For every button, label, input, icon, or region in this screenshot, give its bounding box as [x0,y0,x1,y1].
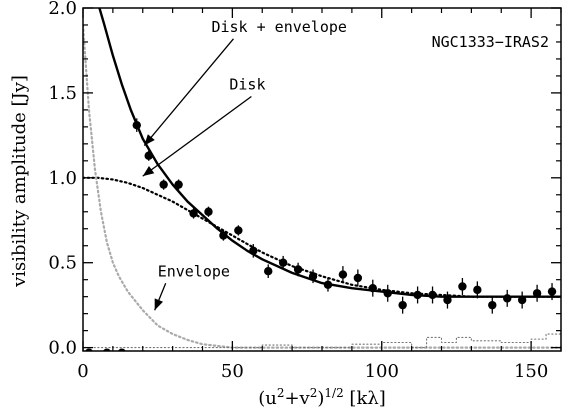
annotation-arrow-head [142,165,155,177]
x-tick-label: 0 [77,361,88,382]
envelope-curve [83,23,561,349]
labels-layer: 0 50 100 150 0.0 0.5 1.0 1.5 2.0 Disk + envelope D… [48,0,548,382]
data-point [488,300,497,310]
data-point [338,270,348,279]
data-point [132,120,141,130]
x-axis-title-close: ) [317,388,324,409]
annotation-arrow-head [154,298,164,311]
data-point [144,151,153,160]
annotation-arrow-head [144,134,155,146]
data-point [398,300,407,310]
y-tick-label: 2.0 [48,0,77,19]
chart-title: NGC1333−IRAS2 [432,33,549,51]
annotation-arrow-line [142,95,252,177]
data-point [368,283,377,293]
data-point [308,272,318,281]
data-point [428,290,437,300]
disk-curve [83,176,561,298]
data-point [353,273,363,283]
data-point [219,231,228,240]
y-tick-label: 0.5 [48,253,77,274]
data-point [278,258,288,267]
annotation-arrow-line [143,38,234,146]
data-point [532,289,542,298]
data-point [383,289,392,298]
x-axis-title: (u2+v2)1/2 [kλ] [258,386,386,409]
data-point [458,282,467,291]
y-tick-label: 0.0 [48,338,77,359]
ticks-layer [82,7,562,351]
data-point [413,290,422,300]
data-point [293,265,303,274]
data-point [547,287,557,296]
annotation-envelope: Envelope [158,262,230,280]
x-axis-title-sup3: 1/2 [324,386,343,400]
data-point [249,246,258,256]
y-axis-title: visibility amplitude [Jy] [9,75,30,288]
x-axis-title-sup2: 2 [310,386,318,400]
x-tick-label: 50 [221,361,244,382]
y-tick-label: 1.0 [48,168,77,189]
x-axis-title-unit: [kλ] [344,388,386,409]
data-point [189,209,198,218]
plot-layer [83,8,561,351]
annotation-disk: Disk [229,76,265,94]
y-tick-label: 1.5 [48,83,77,104]
x-tick-label: 150 [514,361,548,382]
data-point [473,285,482,295]
data-point [503,294,512,303]
x-tick-label: 100 [365,361,399,382]
plot-clip-group [83,8,561,351]
annotation-disk-plus-envelope: Disk + envelope [211,18,346,36]
data-point [264,266,273,276]
data-point [443,295,452,305]
data-point [174,180,183,189]
x-axis-title-sup1: 2 [277,386,285,400]
data-point [234,226,243,235]
x-axis-title-mid: +v [284,388,310,409]
data-point [517,295,527,305]
data-point [204,207,213,216]
data-point [323,280,333,289]
x-axis-title-base: (u [258,388,277,409]
data-point [159,180,168,189]
